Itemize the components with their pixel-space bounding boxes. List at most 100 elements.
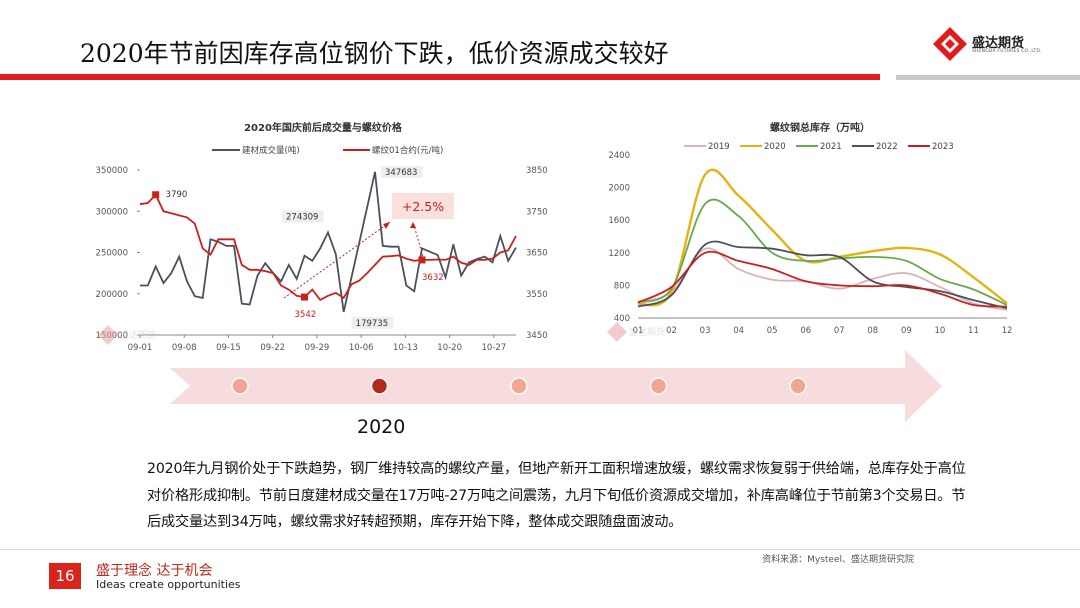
x-tick-label: 10-20 xyxy=(437,343,462,353)
page-number: 16 xyxy=(49,563,81,589)
y-right-tick-label: 3550 xyxy=(526,290,548,300)
watermark-right: 盛达期货 xyxy=(607,322,665,342)
y-tick-label: 400 xyxy=(614,314,630,324)
y-right-tick-label: 3450 xyxy=(526,331,548,341)
x-tick-label: 12 xyxy=(1002,326,1013,336)
data-point-marker xyxy=(152,191,160,199)
footer-slogan-en: Ideas create opportunities xyxy=(96,578,241,591)
chart-left-series xyxy=(139,171,517,313)
logo-subtext: SHENGDA FUTURES CO.,LTD. xyxy=(972,49,1042,54)
x-tick-label: 10 xyxy=(934,326,945,336)
data-label-box xyxy=(381,165,423,178)
chart-left-data-labels: 3790 274309 347683 179735 3542 3632 xyxy=(152,165,444,329)
x-tick-label: 06 xyxy=(800,326,811,336)
timeline-dots xyxy=(231,377,807,395)
timeline-dot xyxy=(649,377,668,395)
x-tick-label: 01 xyxy=(633,326,644,336)
legend-label-2021: 2021 xyxy=(820,142,842,152)
series-line-2020 xyxy=(637,168,1008,307)
x-tick-label: 10-13 xyxy=(393,343,418,353)
x-tick-label: 04 xyxy=(733,326,744,336)
charts-area: 2020年国庆前后成交量与螺纹价格 建材成交量(吨) 螺纹01合约(元/吨) 1… xyxy=(96,121,1012,422)
x-tick-label: 07 xyxy=(834,326,845,336)
page-title: 2020年节前因库存高位钢价下跌，低价资源成交较好 xyxy=(80,39,669,68)
series-line-rebar xyxy=(139,193,517,302)
chart-left-legend: 建材成交量(吨) 螺纹01合约(元/吨) xyxy=(212,145,443,156)
y-tick-label: 1600 xyxy=(608,216,630,226)
series-line-2019 xyxy=(637,247,1008,311)
y-left-tick-label: 250000 xyxy=(96,249,128,259)
legend-label-volume: 建材成交量(吨) xyxy=(242,145,300,156)
header-red-bar xyxy=(0,74,880,80)
series-line-2022 xyxy=(637,240,1008,310)
y-tick-label: 2400 xyxy=(608,151,630,161)
y-left-tick-label: 350000 xyxy=(96,166,128,176)
annotation-arrow-right xyxy=(412,221,425,261)
y-tick-label: 800 xyxy=(614,281,630,291)
data-label: 3790 xyxy=(166,190,188,200)
y-right-tick-label: 3650 xyxy=(526,249,548,259)
chart-right-title: 螺纹钢总库存（万吨） xyxy=(770,121,870,134)
analysis-paragraph: 2020年九月钢价处于下跌趋势，钢厂维持较高的螺纹产量，但地产新开工面积增速放缓… xyxy=(147,461,966,530)
x-tick-label: 09-08 xyxy=(172,343,197,353)
x-tick-label: 05 xyxy=(767,326,778,336)
source-note: 资料来源：Mysteel、盛达期货研究院 xyxy=(762,555,914,565)
series-line-2023 xyxy=(637,250,1008,308)
series-line-volume xyxy=(140,171,517,313)
watermark-text: 盛达期货 xyxy=(629,326,665,338)
chart-left: 2020年国庆前后成交量与螺纹价格 建材成交量(吨) 螺纹01合约(元/吨) 1… xyxy=(96,121,548,353)
watermark-text: 盛达期货 xyxy=(120,329,156,341)
timeline-dot-active xyxy=(370,377,389,395)
annotation-arrowhead-right xyxy=(410,222,416,228)
x-tick-label: 03 xyxy=(700,326,711,336)
legend-label-2020: 2020 xyxy=(764,142,786,152)
data-point-marker xyxy=(418,256,426,264)
timeline-dot xyxy=(231,377,249,395)
annotation-arrow-left xyxy=(283,221,391,299)
watermark-left: 盛达期货 xyxy=(98,325,156,345)
logo-text: 盛达期货 xyxy=(972,36,1025,51)
x-tick-label: 09-01 xyxy=(128,343,153,353)
chart-right: 螺纹钢总库存（万吨） 2019 2020 2021 2022 2023 400 800 12… xyxy=(607,121,1012,342)
data-label-box xyxy=(282,210,324,223)
timeline-arrow-shape xyxy=(170,350,942,422)
chart-right-axes: 400 800 1200 1600 2000 2400 01 02 03 04 05 06 07 08 09… xyxy=(608,151,1012,336)
company-logo: 盛达期货 SHENGDA FUTURES CO.,LTD. xyxy=(930,24,1050,64)
chart-left-title: 2020年国庆前后成交量与螺纹价格 xyxy=(244,121,403,134)
y-left-tick-label: 300000 xyxy=(96,207,128,217)
data-label: 3632 xyxy=(422,273,444,283)
timeline-dot xyxy=(510,377,528,395)
chart-right-legend: 2019 2020 2021 2022 2023 xyxy=(684,142,954,152)
x-tick-label: 10-06 xyxy=(349,343,374,353)
watermark-icon xyxy=(607,322,627,342)
x-tick-label: 09-15 xyxy=(216,343,241,353)
annotation-arrowhead-left xyxy=(383,222,390,229)
watermark-icon xyxy=(98,325,118,345)
legend-label-2023: 2023 xyxy=(932,142,954,152)
y-left-tick-label: 200000 xyxy=(96,290,128,300)
data-label-box xyxy=(351,316,394,329)
x-tick-label: 09-29 xyxy=(305,343,330,353)
y-tick-label: 1200 xyxy=(608,249,630,259)
annotation-box xyxy=(392,193,454,219)
timeline-arrow xyxy=(170,350,942,422)
x-tick-label: 10-27 xyxy=(482,343,507,353)
annotation-text: +2.5% xyxy=(402,199,444,214)
y-right-tick-label: 3750 xyxy=(526,207,548,217)
series-line-2021 xyxy=(637,198,1008,306)
legend-label-2022: 2022 xyxy=(876,142,898,152)
header-grey-bar xyxy=(896,75,1080,80)
data-label: 179735 xyxy=(356,319,388,329)
x-tick-label: 08 xyxy=(867,326,878,336)
data-label: 274309 xyxy=(286,212,318,222)
chart-right-series xyxy=(637,168,1008,311)
chart-left-annotation: +2.5% xyxy=(283,193,454,299)
chart-left-axes: 1500002000002500003000003500003450355036… xyxy=(96,166,548,353)
legend-label-2019: 2019 xyxy=(708,142,730,152)
y-tick-label: 2000 xyxy=(608,184,630,194)
data-label: 3542 xyxy=(295,310,317,320)
timeline-year: 2020 xyxy=(357,416,406,438)
footer-divider xyxy=(0,549,1080,550)
y-right-tick-label: 3850 xyxy=(526,166,548,176)
logo-mark-icon xyxy=(933,27,967,61)
